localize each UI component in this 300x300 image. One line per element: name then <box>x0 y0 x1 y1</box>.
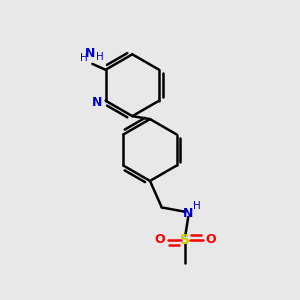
Text: N: N <box>183 207 194 220</box>
Text: H: H <box>96 52 104 62</box>
Text: O: O <box>206 233 216 246</box>
Text: S: S <box>180 233 190 247</box>
Text: O: O <box>154 233 165 246</box>
Text: H: H <box>80 53 87 63</box>
Text: N: N <box>92 96 103 109</box>
Text: H: H <box>193 201 200 211</box>
Text: N: N <box>85 47 95 60</box>
